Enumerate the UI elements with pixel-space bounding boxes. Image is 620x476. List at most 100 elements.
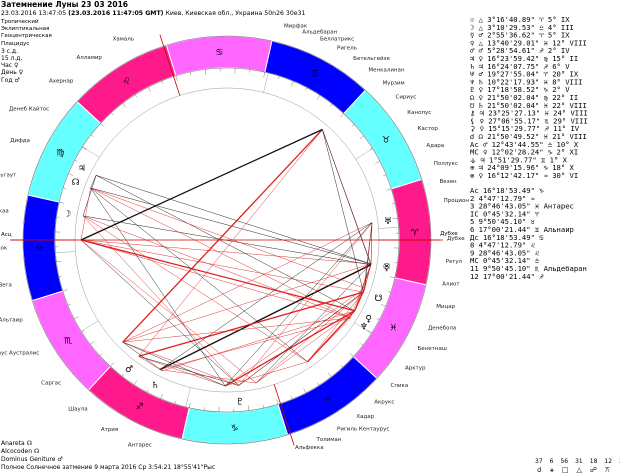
star-label: Беллатрикс: [320, 37, 354, 43]
planet-row: ⚸ ♀ 27°06'55.17" ♏ 29° VIII: [470, 116, 588, 125]
sign-glyph: ♎: [35, 244, 43, 254]
degree-tick: [174, 400, 176, 404]
sextile-icon: ⚹: [549, 466, 554, 474]
star-label: Шаула: [68, 406, 87, 412]
axis-asc-label: Асц: [1, 232, 12, 238]
aspect-line: [225, 361, 308, 387]
aspect-line: [307, 310, 356, 363]
degree-tick: [360, 343, 364, 346]
planet-glyph: ♀: [365, 315, 372, 325]
planet-glyph: ☽: [63, 209, 71, 219]
house-cusp-line: [263, 72, 269, 93]
fixed-stars-labels: Хамаль Алламир Ахернар Денеб Кайтос Дифда Фом…: [0, 23, 469, 451]
house-cusp-line: [55, 251, 76, 254]
aspect-line: [122, 317, 351, 343]
degree-tick: [278, 76, 280, 80]
setting-day-ruler: День ♀: [1, 69, 24, 77]
cusp-row: IC 0°45'32.14" ♈: [470, 209, 540, 218]
degree-tick: [369, 147, 373, 150]
count-sextile: 6: [549, 458, 554, 465]
aspect-line: [322, 129, 372, 265]
degree-tick: [68, 173, 74, 176]
planet-row: ☋ ♄ 21°50'02.04" ♓ 22° VIII: [470, 101, 587, 110]
sign-glyph: ♐: [136, 402, 144, 412]
degree-tick: [99, 353, 103, 356]
planet-row: ☊ ♀ 21°50'02.04" ♍ 22° II: [470, 93, 578, 102]
planet-row: ☿ ♂ 2°55'36.62" ♈ 5° IX: [470, 31, 570, 40]
planet-row: ⚷ ♃ 23°25'27.13" ♓ 24° VIII: [470, 109, 588, 118]
aspect-line: [225, 222, 373, 387]
star-label: Фомальгаут: [0, 172, 17, 178]
cusp-row: 2 4°47'12.79" ♒: [470, 194, 536, 203]
planet-row: ⚶ ♃ 1°51'29.77" ♊ 1° X: [470, 155, 568, 164]
planet-row: ⊗ ♀ 16°12'42.17" ♒ 30° VI: [470, 171, 578, 180]
aspect-line: [122, 129, 323, 343]
aspect-line: [80, 239, 372, 265]
setting-year-ruler: Год ♂: [1, 76, 20, 84]
degree-tick: [82, 146, 87, 150]
setting-center: Геоцентрическая: [1, 33, 52, 40]
planet-row: ♂ ♂ 5°28'54.61" ♐ 2° IV: [470, 46, 570, 55]
degree-tick: [81, 330, 85, 333]
planet-row: ♄ ♃ 16°24'07.75" ♐ 6° V: [470, 62, 570, 71]
degree-tick: [375, 160, 380, 164]
degree-tick: [111, 112, 114, 116]
aspect-line: [138, 356, 163, 372]
degree-tick: [351, 124, 355, 127]
degree-tick: [367, 330, 372, 334]
sign-glyph: ♉: [382, 136, 390, 146]
aspect-line: [80, 239, 351, 319]
count-minor: 12: [604, 458, 613, 465]
degree-tick: [204, 69, 206, 75]
aspect-line: [82, 215, 351, 319]
degree-tick: [340, 364, 343, 368]
star-label: Менкалинан: [368, 67, 404, 73]
star-label: Альдебаран: [302, 29, 337, 35]
planet-row: ♆ ♄ 10°22'17.93" ♓ 8° VIII: [470, 77, 583, 86]
mars-icon: ♂: [57, 456, 63, 463]
footer-glyphs: ☌ ⚹ □ △ ☍ ⚻: [537, 466, 610, 475]
aspect-lines: [80, 128, 373, 387]
star-label: Пикок: [0, 246, 8, 252]
aspect-line: [82, 175, 97, 216]
aspect-line: [364, 264, 372, 289]
planet-row: ☌ ☊ 21°50'49.52" ♓ 21° VIII: [470, 132, 587, 141]
cusp-row: МС 0°45'32.14" ♎: [470, 256, 540, 265]
degree-tick: [386, 188, 392, 191]
star-label: Саргас: [41, 381, 61, 387]
cusp-row: 11 9°50'45.10" ♏ Альдебаран: [470, 264, 587, 273]
alcocoden-icon: ☊: [33, 448, 40, 455]
aspect-line: [138, 356, 226, 387]
aspect-line: [122, 263, 372, 343]
trine-icon: △: [576, 466, 582, 474]
aspect-counts: 37 6 56 31 18 12 37: [535, 458, 620, 465]
cusp-row: 5 9°50'45.10" ♉: [470, 217, 536, 226]
aspect-line: [354, 264, 372, 311]
star-label: Альтаир: [0, 318, 23, 324]
star-label: Денебола: [428, 325, 456, 331]
star-label: Дифда: [10, 138, 30, 144]
degree-tick: [248, 405, 250, 411]
star-label: Канопус: [407, 110, 431, 116]
conjunction-icon: ☌: [537, 466, 542, 474]
sign-glyph: ♌: [123, 77, 131, 87]
degree-tick: [90, 134, 94, 137]
degree-tick: [392, 217, 398, 219]
degree-tick: [56, 261, 62, 263]
anareta-label: Anareta ☊: [1, 440, 32, 447]
star-label: Вега: [0, 282, 12, 288]
degree-tick: [290, 396, 293, 400]
star-label: Ахернар: [49, 79, 74, 85]
degree-tick: [387, 291, 391, 293]
count-trine: 31: [575, 458, 583, 465]
sign-glyph: ♑: [231, 424, 239, 434]
setting-hour-ruler: Час ♀: [1, 62, 19, 70]
degree-tick: [263, 72, 266, 78]
opposition-icon: ☍: [589, 466, 598, 474]
star-label: Сириус: [396, 95, 417, 101]
aspect-line: [96, 175, 355, 311]
degree-tick: [262, 405, 264, 409]
cusp-row: 9 28°46'43.05" ♌: [470, 248, 540, 257]
aspect-line: [370, 222, 373, 264]
footer: Anareta ☊ Alcocoden ☊ Dominus Geniture ♂…: [1, 440, 215, 472]
